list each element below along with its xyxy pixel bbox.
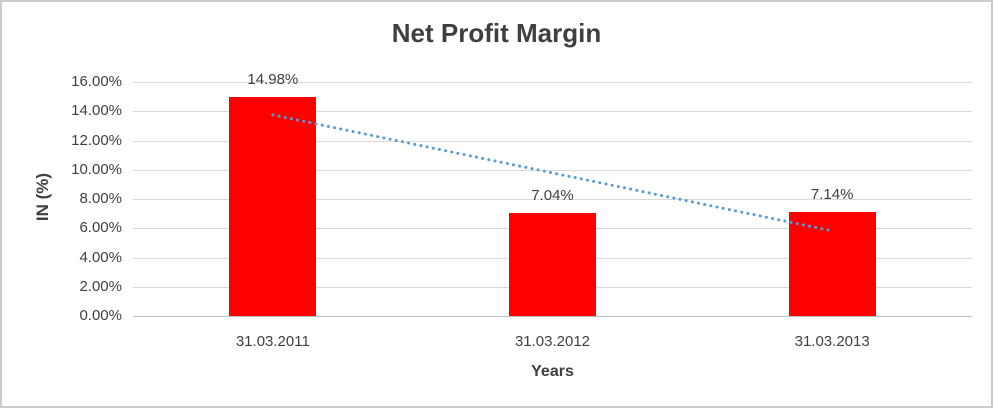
x-category-label: 31.03.2013 — [794, 333, 870, 350]
y-tick-label: 8.00% — [79, 190, 122, 207]
y-tick-label: 4.00% — [79, 248, 122, 266]
y-tick-label: 10.00% — [71, 160, 122, 178]
gridline — [133, 199, 972, 200]
bar-31.03.2013 — [788, 211, 876, 316]
x-axis-line — [133, 316, 972, 317]
y-tick-label: 14.00% — [71, 102, 122, 120]
y-tick-label: 2.00% — [79, 277, 122, 295]
data-label: 14.98% — [247, 70, 299, 88]
x-axis-title: Years — [531, 363, 574, 380]
gridline — [133, 140, 972, 142]
trendline-segment — [271, 113, 834, 233]
gridline — [133, 111, 972, 113]
x-category-label: 31.03.2012 — [514, 333, 591, 350]
chart-title: Net Profit Margin — [391, 18, 602, 48]
data-label: 7.14% — [810, 185, 854, 203]
y-tick-label: 16.00% — [71, 73, 122, 90]
data-label: 7.04% — [531, 187, 574, 205]
bar-31.03.2012 — [509, 213, 596, 316]
gridline — [133, 169, 972, 171]
bar-31.03.2011 — [229, 96, 317, 316]
y-tick-label: 6.00% — [79, 219, 122, 237]
trendline — [271, 113, 834, 233]
y-tick-label: 0.00% — [79, 307, 122, 324]
x-category-label: 31.03.2011 — [235, 333, 310, 350]
y-tick-label: 12.00% — [71, 131, 122, 149]
gridline — [133, 82, 972, 83]
